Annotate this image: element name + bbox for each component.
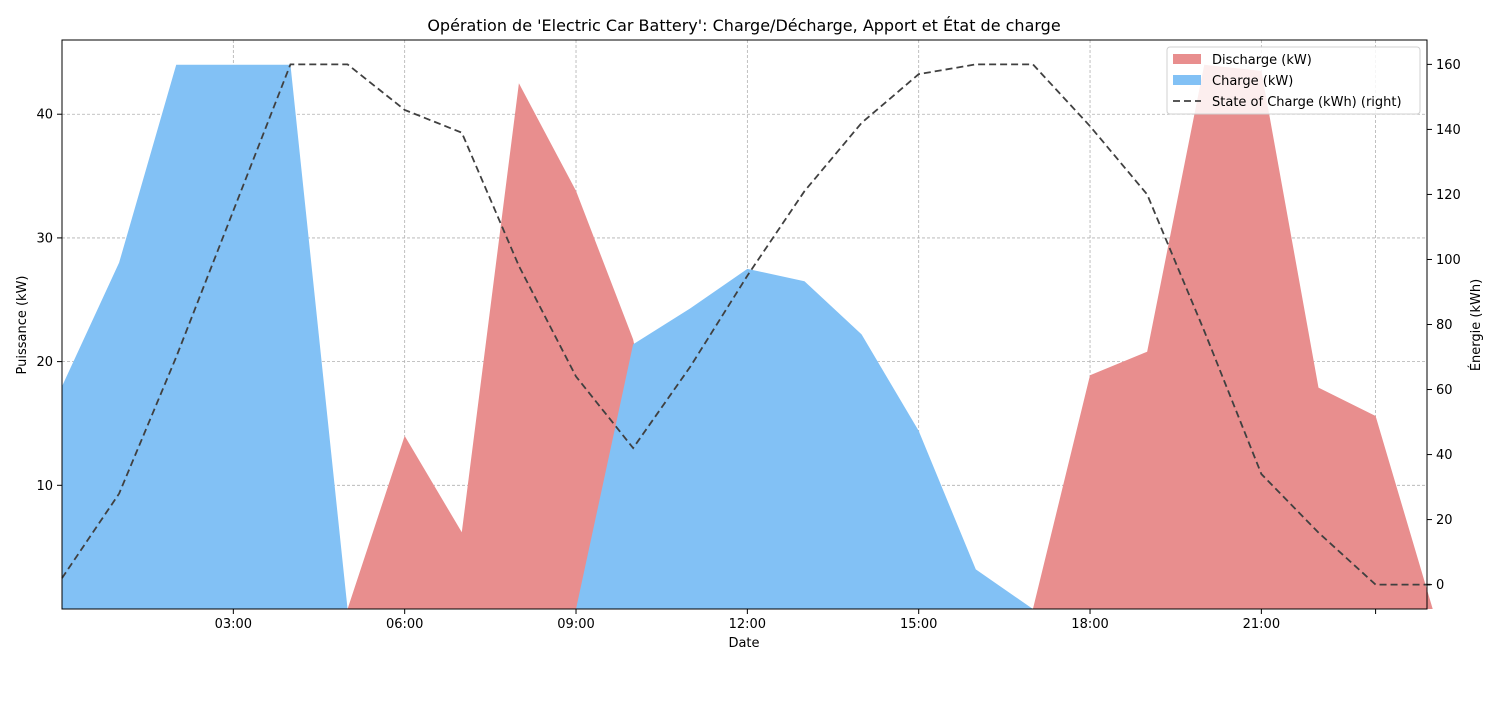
- y-left-tick-label: 10: [36, 479, 53, 494]
- legend: Discharge (kW) Charge (kW) State of Charge…: [1166, 46, 1421, 115]
- charge-area: [62, 64, 1433, 609]
- y-left-tick-label: 40: [36, 108, 53, 123]
- chart-title: Opération de 'Electric Car Battery': Cha…: [427, 16, 1060, 35]
- y-right-tick-label: 60: [1436, 383, 1453, 398]
- tick-labels: 03:00 06:00 09:00 12:00 15:00 18:00 21:00 10 20 3…: [36, 58, 1460, 632]
- axes: [57, 39, 1432, 614]
- y-right-tick-label: 120: [1436, 188, 1461, 203]
- y-axis-left-label: Puissance (kW): [15, 275, 30, 374]
- x-tick-label: 12:00: [729, 617, 766, 632]
- x-tick-label: 03:00: [215, 617, 252, 632]
- legend-swatch-charge: [1173, 75, 1201, 85]
- y-right-tick-label: 20: [1436, 513, 1453, 528]
- y-left-tick-label: 30: [36, 231, 53, 246]
- y-right-tick-label: 140: [1436, 123, 1461, 138]
- x-tick-label: 15:00: [900, 617, 937, 632]
- state-of-charge-line: [61, 63, 1433, 586]
- x-tick-label: 09:00: [557, 617, 594, 632]
- y-left-tick-label: 20: [36, 355, 53, 370]
- legend-label: Discharge (kW): [1212, 53, 1312, 68]
- x-tick-label: 21:00: [1243, 617, 1280, 632]
- y-right-tick-label: 80: [1436, 318, 1453, 333]
- legend-label: State of Charge (kWh) (right): [1212, 95, 1402, 110]
- legend-box: [1166, 46, 1421, 115]
- x-tick-label: 06:00: [386, 617, 423, 632]
- line-series: [61, 63, 1433, 586]
- x-tick-label: 18:00: [1071, 617, 1108, 632]
- y-axis-right-label: Énergie (kWh): [1468, 279, 1484, 371]
- y-right-tick-label: 100: [1436, 253, 1461, 268]
- discharge-area: [62, 64, 1433, 609]
- x-axis-label: Date: [728, 636, 759, 651]
- legend-swatch-discharge: [1173, 54, 1201, 64]
- legend-label: Charge (kW): [1212, 74, 1293, 89]
- y-right-tick-label: 160: [1436, 58, 1461, 73]
- y-right-tick-label: 40: [1436, 448, 1453, 463]
- area-series: [62, 64, 1433, 609]
- y-right-tick-label: 0: [1436, 578, 1444, 593]
